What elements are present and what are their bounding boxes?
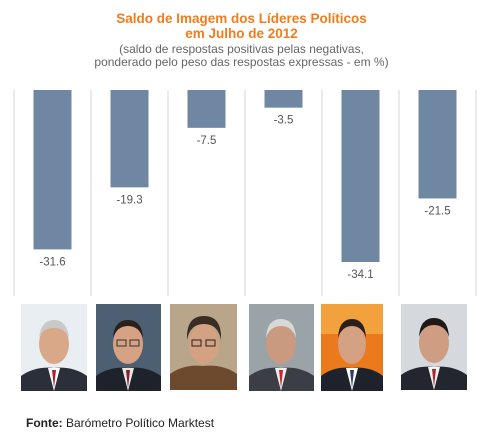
chart-title: Saldo de Imagem dos Líderes Políticos (116, 11, 367, 26)
bar-value-label: -7.5 (197, 135, 217, 147)
chart-title-line2: em Julho de 2012 (185, 26, 298, 41)
bar-value-label: -21.5 (424, 205, 450, 217)
bar (264, 90, 303, 108)
bar-value-label: -34.1 (347, 269, 373, 281)
bar (110, 90, 149, 188)
bar (33, 90, 72, 250)
bar (341, 90, 380, 262)
bar-chart: -31.6 -19.3 -7.5 -3.5 -34.1 -21.5 (13, 90, 477, 296)
leader-photo-4 (249, 304, 314, 391)
bar-value-label: -3.5 (274, 115, 294, 127)
bar-value-label: -31.6 (39, 256, 65, 268)
leader-photo-3 (170, 304, 237, 390)
leader-photo-2 (96, 304, 161, 391)
source-label: Fonte: (26, 416, 63, 430)
chart-subtitle-line2: ponderado pelo peso das respostas expres… (94, 55, 389, 69)
leader-photo-5 (321, 304, 383, 391)
source-text: Barómetro Político Marktest (66, 416, 215, 430)
bar (187, 90, 226, 128)
source-footer: Fonte: Barómetro Político Marktest (26, 416, 214, 430)
bar (418, 90, 457, 199)
leader-photo-1 (21, 304, 87, 391)
bar-value-label: -19.3 (116, 194, 142, 206)
chart-subtitle-line1: (saldo de respostas positivas pelas nega… (119, 42, 364, 56)
leader-photo-6 (401, 304, 467, 390)
